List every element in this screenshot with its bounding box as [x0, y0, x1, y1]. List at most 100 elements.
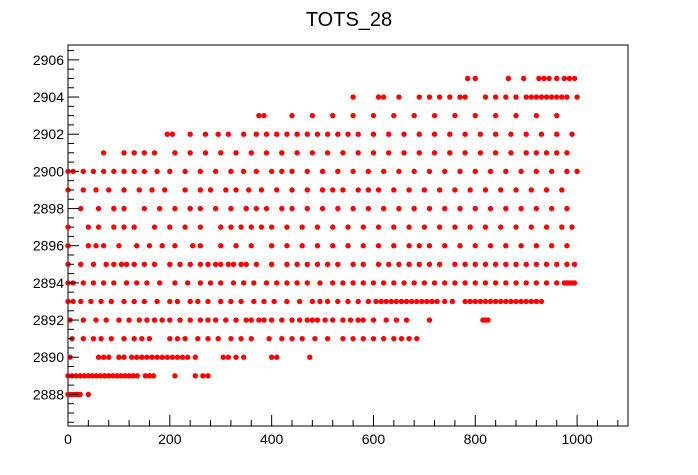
data-point — [243, 317, 249, 323]
data-point — [513, 224, 519, 230]
data-point — [324, 261, 331, 268]
data-point — [518, 243, 524, 249]
data-point — [513, 280, 519, 286]
data-point — [365, 168, 372, 175]
data-point — [85, 224, 92, 230]
data-point — [304, 205, 310, 212]
data-point — [263, 280, 270, 286]
data-point — [569, 224, 575, 230]
data-point — [554, 75, 560, 82]
data-point — [95, 205, 102, 212]
data-point — [167, 298, 173, 305]
data-point — [533, 280, 540, 286]
data-point — [159, 317, 165, 323]
data-point — [528, 224, 534, 230]
data-point — [426, 261, 433, 268]
data-point — [554, 131, 560, 137]
data-point — [442, 168, 448, 175]
data-point — [528, 187, 534, 193]
data-point — [314, 224, 321, 230]
data-point — [386, 131, 392, 137]
data-point — [436, 261, 443, 268]
data-point — [142, 373, 149, 379]
data-point — [205, 335, 211, 342]
data-point — [442, 298, 448, 305]
data-point — [299, 335, 305, 342]
y-tick-label: 2902 — [33, 126, 64, 142]
data-point — [472, 280, 478, 286]
data-point — [482, 224, 489, 230]
data-point — [421, 224, 428, 230]
data-point — [503, 168, 509, 175]
data-point — [118, 261, 125, 268]
data-point — [360, 335, 366, 342]
data-point — [426, 205, 433, 212]
data-point — [492, 112, 499, 119]
data-point — [304, 187, 310, 193]
data-point — [464, 75, 471, 82]
data-point — [131, 224, 137, 230]
data-point — [121, 205, 127, 212]
data-point — [447, 150, 453, 156]
data-point — [268, 354, 275, 360]
data-point — [299, 243, 305, 249]
data-point — [304, 168, 310, 175]
data-point — [442, 280, 448, 286]
y-tick-label: 2906 — [33, 52, 64, 68]
data-point — [508, 150, 514, 156]
data-point — [121, 187, 127, 193]
data-point — [431, 131, 438, 137]
data-point — [253, 205, 260, 212]
data-point — [335, 205, 341, 212]
data-point — [134, 354, 140, 360]
data-point — [564, 243, 570, 249]
data-point — [543, 224, 550, 230]
data-point — [330, 187, 336, 193]
data-point — [375, 187, 382, 193]
data-point — [472, 298, 478, 305]
data-point — [543, 94, 550, 100]
data-point — [449, 298, 456, 305]
data-point — [184, 354, 191, 360]
data-point — [230, 261, 237, 268]
data-point — [174, 298, 181, 305]
data-point — [391, 335, 397, 342]
data-point — [162, 187, 168, 193]
data-point — [228, 335, 234, 342]
data-point — [492, 280, 499, 286]
data-point — [146, 373, 153, 379]
data-point — [324, 131, 331, 137]
data-point — [172, 205, 178, 212]
data-point — [426, 94, 433, 100]
data-point — [482, 298, 489, 305]
data-point — [177, 317, 183, 323]
data-point — [116, 317, 122, 323]
data-point — [406, 224, 412, 230]
data-point — [317, 280, 323, 286]
data-point — [93, 373, 100, 379]
data-point — [190, 243, 196, 249]
data-point — [482, 261, 489, 268]
data-point — [523, 131, 529, 137]
data-point — [383, 317, 389, 323]
y-tick-label: 2898 — [33, 201, 64, 217]
data-point — [130, 373, 136, 379]
data-point — [426, 317, 433, 323]
data-point — [309, 150, 316, 156]
data-point — [230, 280, 237, 286]
data-point — [243, 261, 249, 268]
data-point — [266, 335, 272, 342]
data-point — [406, 187, 412, 193]
data-point — [340, 335, 346, 342]
data-point — [223, 187, 229, 193]
data-point — [279, 150, 285, 156]
data-point — [472, 112, 478, 119]
data-point — [261, 112, 267, 119]
data-point — [123, 280, 130, 286]
data-point — [554, 94, 560, 100]
data-point — [398, 298, 405, 305]
data-point — [533, 94, 540, 100]
data-point — [111, 224, 117, 230]
data-point — [220, 354, 226, 360]
data-point — [289, 205, 295, 212]
